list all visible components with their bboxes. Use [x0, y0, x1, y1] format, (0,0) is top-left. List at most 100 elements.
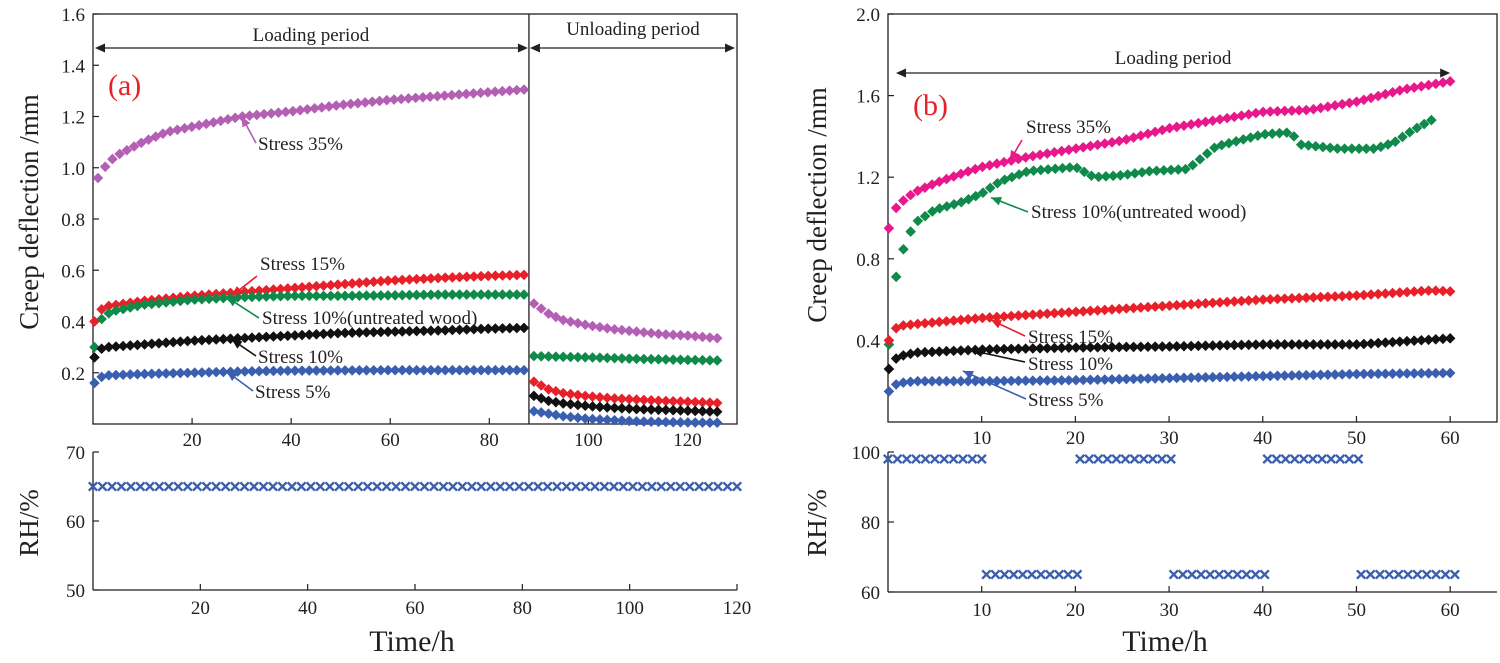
data-point — [504, 85, 515, 96]
data-point — [955, 168, 967, 180]
data-point — [1401, 286, 1413, 298]
data-point — [631, 353, 642, 365]
rh-point — [97, 481, 108, 492]
data-point — [1129, 168, 1141, 179]
data-point — [103, 341, 115, 353]
annotation-arrow-head — [1009, 149, 1019, 161]
data-point — [89, 341, 100, 353]
data-point — [1416, 334, 1427, 346]
data-point — [1128, 302, 1139, 314]
data-point — [396, 326, 408, 337]
data-point — [1344, 368, 1355, 380]
data-point — [302, 103, 313, 115]
y-axis-label: Creep deflection /mm — [14, 94, 44, 329]
data-point — [375, 326, 387, 338]
y-tick-label: 1.4 — [61, 56, 85, 77]
data-point — [550, 385, 562, 397]
data-point — [425, 364, 437, 376]
rh-point — [1316, 453, 1328, 465]
data-point — [941, 375, 952, 387]
rh-y-tick-label: 60 — [66, 512, 85, 533]
annotation-label: Stress 35% — [1026, 117, 1111, 138]
rh-point — [106, 481, 117, 492]
data-point — [609, 324, 620, 335]
rh-point — [694, 481, 705, 492]
data-point — [454, 324, 465, 336]
data-point — [1430, 285, 1442, 296]
data-point — [1317, 141, 1329, 153]
data-point — [1387, 336, 1398, 348]
rh-point — [1421, 569, 1432, 580]
unloading-period-label: Unloading period — [566, 19, 700, 40]
rh-point — [419, 481, 430, 492]
data-point — [447, 364, 458, 376]
y-tick-label: 1.6 — [61, 5, 85, 26]
data-point — [1086, 170, 1097, 182]
data-point — [1279, 370, 1290, 381]
data-point — [697, 405, 708, 417]
data-point — [667, 329, 679, 341]
data-point — [1315, 339, 1326, 350]
data-point — [339, 365, 351, 376]
data-point — [1056, 375, 1067, 386]
data-point — [1193, 372, 1204, 383]
data-point — [1257, 370, 1269, 382]
data-point — [1315, 102, 1326, 114]
data-point — [616, 393, 628, 405]
rh-series — [882, 453, 1460, 580]
rh-point — [334, 481, 345, 492]
data-point — [1236, 110, 1247, 121]
data-point — [153, 337, 165, 349]
data-point — [1408, 286, 1420, 297]
data-point — [1266, 128, 1278, 139]
data-point — [1020, 375, 1031, 387]
data-point — [1027, 150, 1039, 162]
data-point — [1077, 342, 1089, 353]
data-point — [1185, 298, 1197, 310]
data-point — [623, 403, 635, 414]
data-point — [418, 289, 430, 301]
data-point — [1243, 371, 1254, 382]
data-point — [1135, 302, 1147, 313]
data-point — [425, 325, 437, 336]
rh-point — [324, 481, 335, 492]
data-point — [1180, 163, 1191, 175]
data-point — [1365, 338, 1377, 349]
data-point — [601, 414, 613, 426]
data-point — [631, 326, 642, 337]
rh-point — [1214, 569, 1225, 580]
data-point — [1229, 339, 1240, 351]
data-point — [368, 276, 379, 288]
data-point — [1113, 135, 1125, 147]
data-point — [565, 388, 576, 400]
rh-point — [1232, 569, 1243, 580]
data-point — [260, 331, 272, 343]
data-point — [1418, 118, 1430, 130]
data-point — [1252, 130, 1264, 141]
data-point — [1106, 136, 1118, 148]
rh-point — [248, 481, 260, 492]
data-point — [504, 289, 515, 300]
data-point — [1264, 106, 1276, 117]
data-point — [1365, 92, 1377, 104]
data-point — [1136, 166, 1148, 178]
data-point — [1064, 162, 1076, 173]
data-point — [601, 392, 613, 404]
data-point — [1200, 340, 1211, 352]
data-point — [660, 395, 672, 407]
data-point — [1408, 335, 1420, 347]
data-point — [977, 161, 988, 173]
data-point — [92, 172, 104, 184]
rh-point — [599, 481, 610, 492]
data-point — [103, 369, 115, 381]
annotation-arrow-head — [231, 339, 243, 349]
data-point — [682, 354, 694, 366]
data-point — [1257, 294, 1269, 305]
data-point — [1057, 162, 1068, 174]
data-point — [1308, 339, 1319, 350]
data-point — [210, 366, 222, 378]
series-stress-5- — [89, 364, 723, 429]
data-point — [203, 334, 215, 346]
data-point — [1158, 165, 1170, 176]
data-point — [193, 120, 205, 131]
